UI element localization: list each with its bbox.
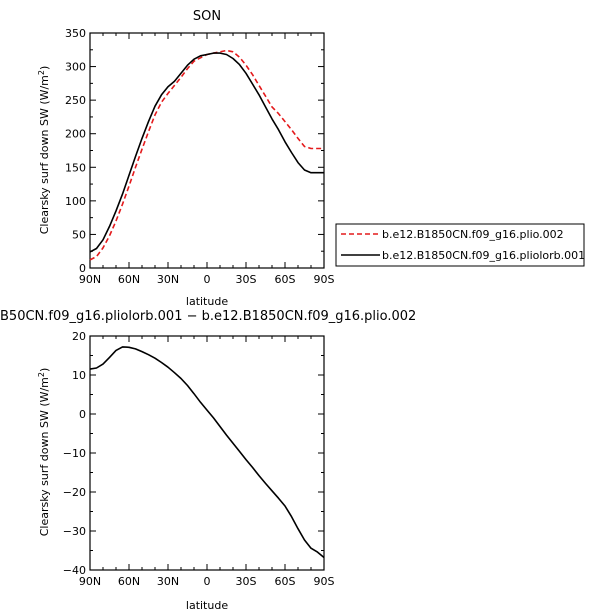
bottom-y-tick-label: −20	[63, 486, 86, 499]
top-y-tick-label: 0	[79, 262, 86, 275]
legend-label-pliolorb-001: b.e12.B1850CN.f09_g16.pliolorb.001	[382, 249, 585, 262]
bottom-plot-area: 90N 60N 30N 0 30S 60S 90S −40 −30 −20 −10 0 10 20	[63, 330, 335, 588]
bottom-panel-title: B50CN.f09_g16.pliolorb.001 − b.e12.B1850…	[0, 309, 416, 324]
bottom-y-axis-title: Clearsky surf down SW (W/m2)	[37, 368, 52, 537]
top-plot-area: 90N 60N 30N 0 30S 60S 90S 0 50 100 150 200 250 300 350	[65, 27, 335, 286]
top-x-tick-label: 60N	[118, 273, 140, 286]
bottom-x-tick-label: 0	[204, 575, 211, 588]
bottom-x-tick-label: 30S	[236, 575, 257, 588]
top-x-axis-title: latitude	[186, 295, 228, 308]
top-x-tick-label: 60S	[275, 273, 296, 286]
bottom-x-tick-label: 60N	[118, 575, 140, 588]
bottom-y-tick-label: −40	[63, 564, 86, 577]
top-y-tick-label: 300	[65, 61, 86, 74]
top-y-tick-label: 200	[65, 128, 86, 141]
top-x-tick-label: 0	[204, 273, 211, 286]
top-y-tick-label: 350	[65, 27, 86, 40]
top-x-tick-label: 30S	[236, 273, 257, 286]
bottom-y-tick-label: 0	[79, 408, 86, 421]
top-y-axis-title: Clearsky surf down SW (W/m2)	[37, 66, 52, 235]
legend-box	[335, 223, 585, 267]
bottom-y-tick-label: 10	[72, 369, 86, 382]
bottom-panel: B50CN.f09_g16.pliolorb.001 − b.e12.B1850…	[0, 309, 416, 612]
top-y-tick-label: 150	[65, 161, 86, 174]
bottom-x-tick-label: 30N	[157, 575, 179, 588]
top-x-tick-label: 90N	[79, 273, 101, 286]
top-series-line-plio-002	[89, 49, 324, 261]
bottom-x-tick-label: 60S	[275, 575, 296, 588]
top-plot-frame	[89, 32, 325, 269]
bottom-series-line-difference	[89, 346, 325, 559]
bottom-plot-frame	[89, 335, 325, 571]
top-series-line-pliolorb-001	[89, 52, 324, 253]
top-y-tick-label: 250	[65, 94, 86, 107]
bottom-x-axis-title: latitude	[186, 599, 228, 612]
bottom-y-tick-label: 20	[72, 330, 86, 343]
top-y-tick-label: 100	[65, 195, 86, 208]
legend: b.e12.B1850CN.f09_g16.plio.002 b.e12.B18…	[335, 223, 585, 267]
legend-label-plio-002: b.e12.B1850CN.f09_g16.plio.002	[382, 228, 564, 241]
bottom-y-tick-label: −10	[63, 447, 86, 460]
top-x-tick-label: 30N	[157, 273, 179, 286]
bottom-x-tick-label: 90N	[79, 575, 101, 588]
top-x-tick-label: 90S	[314, 273, 335, 286]
bottom-y-tick-label: −30	[63, 525, 86, 538]
top-panel: SON 90N 60N 30N 0 30S 60S 90S 0 50 100 150 200 250 30…	[37, 9, 335, 308]
top-y-tick-label: 50	[72, 228, 86, 241]
top-panel-title: SON	[193, 9, 221, 24]
bottom-x-tick-label: 90S	[314, 575, 335, 588]
